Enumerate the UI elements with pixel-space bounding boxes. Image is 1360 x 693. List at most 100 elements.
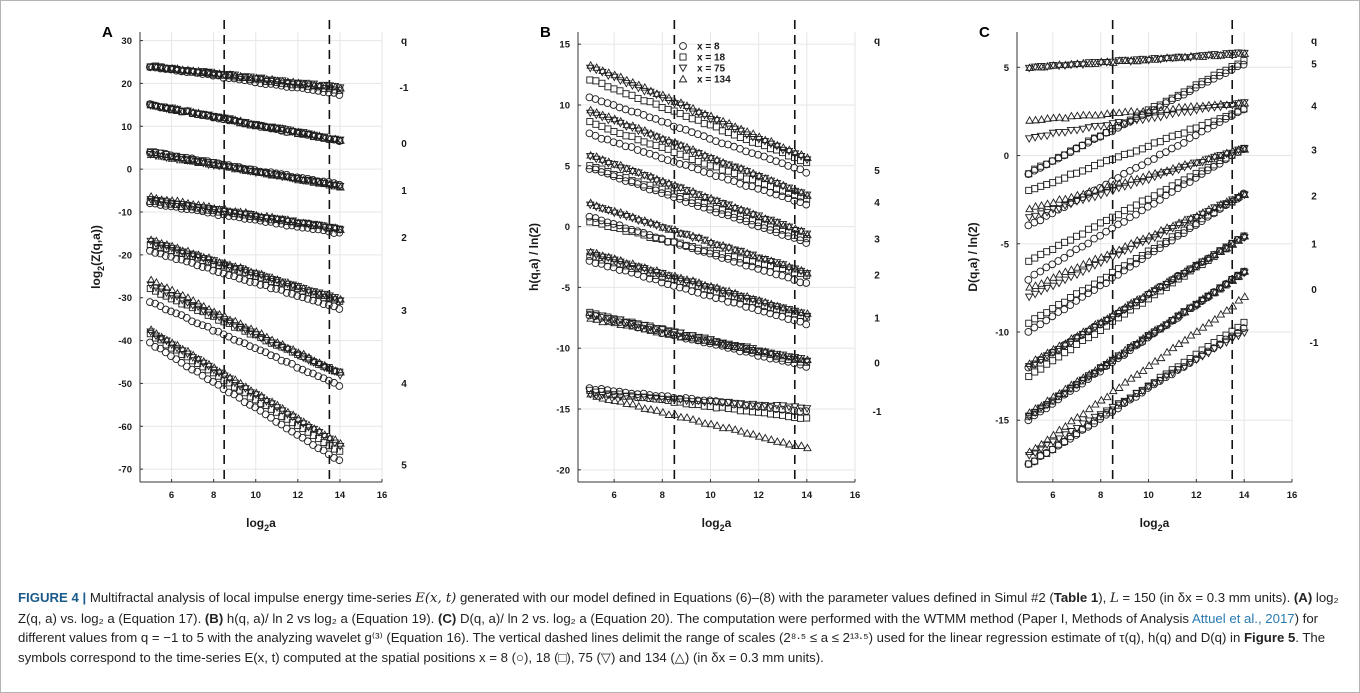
point-triangle-down-q-1 xyxy=(615,393,625,402)
point-square-q3 xyxy=(1132,201,1140,209)
point-triangle-down-q3 xyxy=(1168,168,1178,177)
point-square-q3 xyxy=(1102,216,1110,224)
caption-text: Multifractal analysis of local impulse e… xyxy=(86,590,416,605)
point-triangle-up-q0 xyxy=(336,136,345,144)
caption-panel-b-ref: (B) xyxy=(204,610,224,626)
point-triangle-up-q3 xyxy=(299,283,309,292)
point-triangle-down-q-1 xyxy=(1222,339,1231,347)
point-triangle-up-q2 xyxy=(1174,218,1184,227)
point-circle-q-1 xyxy=(754,402,762,411)
point-square-q5 xyxy=(676,110,684,118)
point-circle-q4 xyxy=(282,357,291,366)
point-triangle-up-q4 xyxy=(688,144,698,153)
point-circle-q4 xyxy=(251,344,260,352)
point-triangle-down-q-1 xyxy=(1072,425,1082,433)
point-triangle-down-q-1 xyxy=(784,403,794,412)
point-triangle-down-q0 xyxy=(646,324,655,332)
point-triangle-up-q-1 xyxy=(1061,422,1070,430)
point-circle-q2 xyxy=(1036,320,1045,329)
legend-marker-square xyxy=(679,53,687,61)
point-triangle-up-q0 xyxy=(718,339,728,348)
point-triangle-down-q-1 xyxy=(664,395,673,404)
point-circle-q5 xyxy=(585,93,594,102)
point-triangle-up-q0 xyxy=(188,107,198,116)
point-triangle-up-q3 xyxy=(1150,168,1160,177)
point-triangle-up-q2 xyxy=(592,201,602,209)
point-triangle-up-q0 xyxy=(622,320,632,329)
point-triangle-up-q3 xyxy=(304,285,314,294)
point-circle-q-1 xyxy=(778,405,787,414)
point-circle-q3 xyxy=(1138,206,1146,215)
point-circle-q4 xyxy=(802,200,811,209)
point-triangle-up-q5 xyxy=(803,153,812,161)
point-triangle-up-q0 xyxy=(273,124,282,133)
x-tick-label: 6 xyxy=(1050,490,1055,501)
point-triangle-up-q4 xyxy=(1049,113,1058,122)
point-triangle-up-q2 xyxy=(330,223,340,231)
point-triangle-down-q5 xyxy=(784,147,794,156)
point-triangle-up-q5 xyxy=(1084,59,1094,68)
point-triangle-up-q1 xyxy=(273,171,282,179)
point-circle-q5 xyxy=(267,413,275,422)
point-triangle-up-q-1 xyxy=(188,66,198,74)
caption-figure-link[interactable]: Figure 5 xyxy=(1243,630,1296,646)
point-triangle-down-q-1 xyxy=(1096,411,1106,419)
point-triangle-up-q2 xyxy=(1078,259,1088,268)
y-tick-label: -30 xyxy=(118,293,132,304)
point-triangle-down-q3 xyxy=(1030,212,1040,221)
point-triangle-up-q-1 xyxy=(225,70,235,78)
point-triangle-up-q3 xyxy=(742,206,752,215)
point-triangle-up-q-1 xyxy=(1186,330,1196,339)
point-triangle-up-q3 xyxy=(1144,170,1154,178)
point-triangle-up-q2 xyxy=(262,211,272,220)
point-square-q5 xyxy=(1222,66,1230,74)
point-circle-q3 xyxy=(1060,253,1069,262)
point-triangle-up-q2 xyxy=(803,268,812,277)
point-triangle-down-q0 xyxy=(1168,317,1178,325)
point-triangle-up-q4 xyxy=(1210,100,1220,108)
point-circle-q-1 xyxy=(748,402,756,411)
point-triangle-up-q1 xyxy=(251,167,261,175)
point-triangle-down-q2 xyxy=(1084,265,1094,273)
point-triangle-up-q3 xyxy=(1204,154,1214,163)
q-value-label: 2 xyxy=(401,233,407,244)
point-triangle-down-q0 xyxy=(1138,336,1148,345)
point-triangle-up-q2 xyxy=(1126,239,1136,247)
point-triangle-up-q1 xyxy=(778,303,788,312)
point-triangle-up-q2 xyxy=(1162,223,1172,231)
point-triangle-up-q-1 xyxy=(273,76,282,84)
caption-citation-link[interactable]: Attuel et al., 2017 xyxy=(1191,610,1295,626)
point-triangle-up-q3 xyxy=(718,199,728,207)
point-triangle-up-q1 xyxy=(652,266,662,274)
caption-table-link[interactable]: Table 1 xyxy=(1053,590,1099,605)
point-triangle-down-q-1 xyxy=(1180,363,1189,372)
point-square-q-1 xyxy=(1085,421,1093,429)
point-triangle-up-q5 xyxy=(766,136,776,145)
point-triangle-up-q2 xyxy=(178,197,188,206)
point-square-q-1 xyxy=(1049,445,1057,454)
point-triangle-up-q-1 xyxy=(315,81,324,90)
point-triangle-down-q-1 xyxy=(652,394,661,403)
point-triangle-up-q3 xyxy=(157,238,167,247)
point-circle-q1 xyxy=(742,303,750,311)
point-square-q1 xyxy=(1091,330,1099,338)
point-triangle-up-q0 xyxy=(1132,338,1142,347)
point-triangle-up-q-1 xyxy=(304,79,314,87)
point-triangle-down-q5 xyxy=(694,109,704,118)
point-triangle-down-q1 xyxy=(1084,327,1094,336)
point-circle-q5 xyxy=(235,393,244,402)
point-triangle-up-q-1 xyxy=(173,64,182,72)
point-triangle-up-q1 xyxy=(1138,292,1148,301)
point-circle-q2 xyxy=(1132,259,1140,268)
point-triangle-up-q0 xyxy=(251,120,261,129)
point-triangle-up-q1 xyxy=(1090,319,1100,328)
point-triangle-down-q3 xyxy=(1054,205,1064,213)
point-circle-q3 xyxy=(1185,178,1194,186)
point-triangle-up-q2 xyxy=(682,229,692,238)
point-triangle-down-q4 xyxy=(1120,119,1130,128)
point-square-q-1 xyxy=(1222,331,1230,339)
point-square-q3 xyxy=(1210,161,1218,169)
point-triangle-up-q2 xyxy=(1144,231,1154,240)
point-triangle-up-q2 xyxy=(628,212,638,221)
point-square-q4 xyxy=(1085,165,1093,173)
